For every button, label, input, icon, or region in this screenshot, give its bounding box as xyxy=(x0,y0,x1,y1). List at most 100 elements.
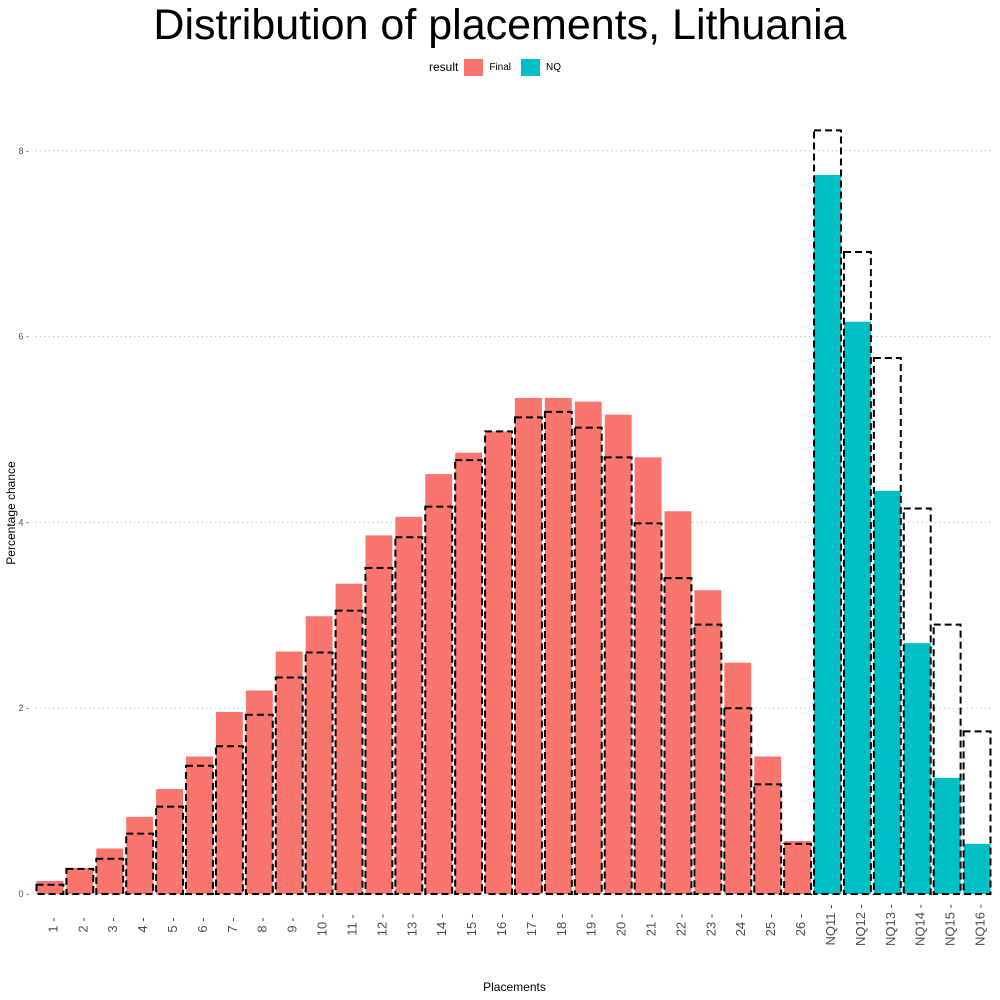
reference-outline-13 xyxy=(394,536,424,895)
reference-outline-26 xyxy=(783,842,813,895)
bar-1 xyxy=(36,880,64,894)
bar-22 xyxy=(664,511,692,894)
reference-outline-1 xyxy=(35,883,65,896)
x-tick-label-26: 26 - xyxy=(793,914,808,936)
reference-outline-NQ12 xyxy=(842,251,872,896)
x-tick-label-4: 4 - xyxy=(135,917,150,932)
bar-14 xyxy=(425,474,453,894)
reference-outline-14 xyxy=(424,505,454,895)
x-tick-label-16: 16 - xyxy=(494,914,509,936)
reference-outline-24 xyxy=(723,707,753,896)
reference-outline-7 xyxy=(214,745,244,895)
bar-25 xyxy=(754,756,782,894)
y-tick-label-2: 2 - xyxy=(18,703,29,713)
reference-outline-19 xyxy=(573,426,603,895)
legend-label-nq: NQ xyxy=(546,61,562,73)
reference-outline-12 xyxy=(364,566,394,896)
y-tick-label-0: 0 - xyxy=(18,889,29,899)
x-tick-label-2: 2 - xyxy=(75,917,90,932)
reference-outline-2 xyxy=(65,867,95,895)
y-tick-label-4: 4 - xyxy=(18,517,29,527)
x-tick-label-18: 18 - xyxy=(554,914,569,936)
bar-20 xyxy=(604,414,632,894)
bar-NQ13 xyxy=(873,490,901,894)
x-tick-label-9: 9 - xyxy=(285,917,300,932)
reference-outline-18 xyxy=(543,410,573,895)
x-tick-label-12: 12 - xyxy=(374,914,389,936)
reference-outline-9 xyxy=(274,676,304,896)
bar-15 xyxy=(455,452,483,894)
reference-outline-5 xyxy=(155,805,185,896)
legend: result Final NQ xyxy=(0,57,1000,77)
reference-outline-8 xyxy=(244,713,274,895)
bar-5 xyxy=(156,789,184,894)
reference-outline-23 xyxy=(693,623,723,896)
bar-NQ15 xyxy=(933,777,961,894)
bar-23 xyxy=(694,590,722,894)
bar-16 xyxy=(485,431,513,894)
bar-4 xyxy=(126,816,154,894)
x-tick-label-24: 24 - xyxy=(733,914,748,936)
x-tick-label-5: 5 - xyxy=(165,917,180,932)
x-tick-label-23: 23 - xyxy=(703,914,718,936)
bar-3 xyxy=(96,848,124,894)
x-tick-label-17: 17 - xyxy=(524,914,539,936)
bar-9 xyxy=(275,651,303,894)
x-tick-label-25: 25 - xyxy=(763,914,778,936)
bar-10 xyxy=(305,616,333,894)
legend-key-final xyxy=(464,58,484,76)
reference-outline-3 xyxy=(95,857,125,895)
x-tick-label-NQ12: NQ12 - xyxy=(853,904,868,946)
x-tick-label-11: 11 - xyxy=(344,914,359,935)
reference-outline-10 xyxy=(304,651,334,896)
legend-item-final: Final xyxy=(464,58,511,76)
x-tick-label-NQ16: NQ16 - xyxy=(972,904,987,946)
x-tick-label-19: 19 - xyxy=(584,914,599,936)
bar-NQ16 xyxy=(963,843,991,894)
x-tick-label-1: 1 - xyxy=(45,917,60,932)
bar-13 xyxy=(395,516,423,894)
reference-outline-NQ14 xyxy=(902,507,932,895)
reference-outline-15 xyxy=(454,459,484,895)
x-tick-label-20: 20 - xyxy=(614,914,629,936)
bar-2 xyxy=(66,867,94,894)
x-tick-label-8: 8 - xyxy=(255,917,270,932)
reference-outline-6 xyxy=(185,764,214,895)
reference-outline-25 xyxy=(753,783,783,895)
reference-outline-NQ11 xyxy=(813,129,842,895)
bar-NQ14 xyxy=(903,643,931,894)
x-tick-label-6: 6 - xyxy=(195,917,210,932)
x-axis-label: Placements xyxy=(483,980,546,994)
x-tick-label-3: 3 - xyxy=(105,917,120,932)
legend-item-nq: NQ xyxy=(521,58,562,76)
x-tick-label-22: 22 - xyxy=(673,914,688,936)
bar-26 xyxy=(784,841,812,894)
bar-17 xyxy=(514,397,542,894)
x-tick-label-21: 21 - xyxy=(644,914,659,936)
y-axis-label: Percentage chance xyxy=(4,461,18,565)
bar-6 xyxy=(186,756,213,894)
reference-outline-NQ16 xyxy=(962,730,992,895)
x-tick-label-NQ13: NQ13 - xyxy=(883,904,898,946)
x-tick-label-NQ14: NQ14 - xyxy=(913,904,928,946)
bar-24 xyxy=(724,662,752,894)
x-tick-label-10: 10 - xyxy=(315,914,330,936)
bar-NQ12 xyxy=(843,321,871,895)
y-tick-label-6: 6 - xyxy=(18,332,29,342)
reference-outline-NQ15 xyxy=(932,623,962,896)
bar-7 xyxy=(215,711,243,894)
x-tick-label-NQ11: NQ11 - xyxy=(823,905,838,946)
x-tick-label-13: 13 - xyxy=(404,914,419,936)
x-tick-label-NQ15: NQ15 - xyxy=(943,904,958,946)
bar-NQ11 xyxy=(814,174,841,895)
legend-key-nq xyxy=(521,58,541,76)
bar-19 xyxy=(574,401,602,894)
legend-title: result xyxy=(428,60,459,74)
x-tick-label-7: 7 - xyxy=(225,917,240,932)
reference-outline-17 xyxy=(513,416,543,895)
bar-11 xyxy=(335,583,363,894)
y-tick-label-8: 8 - xyxy=(18,146,29,156)
reference-outline-21 xyxy=(633,522,663,895)
bar-8 xyxy=(245,690,273,894)
